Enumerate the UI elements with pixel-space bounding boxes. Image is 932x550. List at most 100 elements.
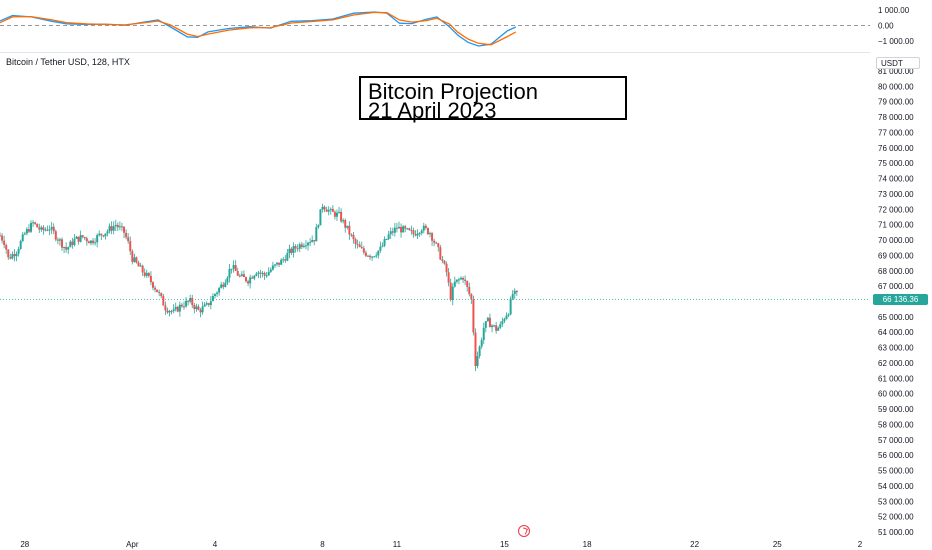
candle-body xyxy=(282,259,285,261)
candle-body xyxy=(317,225,320,228)
candle-body xyxy=(360,247,363,249)
candle-body xyxy=(462,277,465,280)
candle-body xyxy=(433,240,436,243)
candle-body xyxy=(354,239,357,245)
candle-body xyxy=(224,282,227,287)
candle-body xyxy=(420,230,423,234)
price-y-tick-label: 52 000.00 xyxy=(878,513,914,522)
annotation-box[interactable]: Bitcoin Projection 21 April 2023 xyxy=(359,76,627,122)
candle-body xyxy=(383,239,386,246)
candle-body xyxy=(311,240,314,243)
symbol-title[interactable]: Bitcoin / Tether USD, 128, HTX xyxy=(6,57,130,67)
price-y-tick-label: 81 000.00 xyxy=(878,67,914,76)
candle-body xyxy=(137,262,140,267)
candle-body xyxy=(234,265,237,271)
candle-body xyxy=(61,239,64,248)
candle-body xyxy=(350,234,353,236)
candle-body xyxy=(187,300,190,302)
candle-body xyxy=(36,223,39,228)
candle-body xyxy=(366,255,369,257)
candle-body xyxy=(431,233,434,241)
candle-body xyxy=(112,226,115,231)
replay-icon[interactable] xyxy=(518,525,530,537)
candle-body xyxy=(228,269,231,278)
candle-body xyxy=(110,226,113,231)
candle-body xyxy=(205,303,208,305)
time-axis[interactable]: 28 Apr 4 8 11 15 18 22 25 2 xyxy=(20,540,862,549)
oscillator-price-axis[interactable]: 1 000.00 0.00 −1 000.00 xyxy=(878,6,914,46)
price-y-tick-label: 54 000.00 xyxy=(878,482,914,491)
candle-body xyxy=(300,244,303,248)
candle-body xyxy=(472,299,475,333)
price-y-tick-label: 65 000.00 xyxy=(878,313,914,322)
candle-body xyxy=(325,209,328,212)
candle-body xyxy=(294,246,297,249)
candle-body xyxy=(313,240,316,242)
candle-body xyxy=(284,259,287,261)
candle-body xyxy=(511,294,514,299)
candle-body xyxy=(429,233,431,235)
candle-body xyxy=(38,227,41,230)
candle-body xyxy=(67,247,70,250)
candle-body xyxy=(302,245,305,248)
price-y-tick-label: 60 000.00 xyxy=(878,390,914,399)
candle-body xyxy=(15,253,18,257)
price-y-tick-label: 69 000.00 xyxy=(878,251,914,260)
candle-body xyxy=(100,233,103,236)
price-y-tick-label: 77 000.00 xyxy=(878,128,914,137)
candle-body xyxy=(197,306,200,310)
candle-body xyxy=(424,225,427,229)
candle-body xyxy=(65,247,68,250)
time-x-tick-label: 25 xyxy=(773,540,782,549)
candle-body xyxy=(48,229,51,231)
candle-body xyxy=(501,321,504,325)
candle-body xyxy=(346,225,349,228)
candle-body xyxy=(373,256,376,258)
candle-body xyxy=(480,340,483,347)
candle-body xyxy=(168,311,171,313)
candle-body xyxy=(400,226,403,233)
candle-body xyxy=(162,296,165,306)
oscillator-y-tick-label: −1 000.00 xyxy=(878,37,914,46)
candle-body xyxy=(263,272,266,276)
candle-body xyxy=(114,224,117,227)
candle-body xyxy=(344,220,347,228)
oscillator-line-2 xyxy=(0,11,517,46)
candle-body xyxy=(44,229,47,231)
candle-body xyxy=(58,239,61,241)
candle-body xyxy=(25,229,28,234)
candle-body xyxy=(104,233,107,237)
candle-body xyxy=(499,324,502,328)
pane-divider[interactable] xyxy=(0,52,870,53)
candle-body xyxy=(495,325,498,331)
candle-body xyxy=(71,241,74,245)
candle-body xyxy=(412,230,415,235)
price-y-tick-label: 53 000.00 xyxy=(878,497,914,506)
candle-body xyxy=(216,292,219,295)
candle-body xyxy=(149,275,152,283)
time-x-tick-label: 22 xyxy=(690,540,699,549)
candle-body xyxy=(156,289,159,293)
candle-body xyxy=(52,226,55,232)
candle-body xyxy=(404,226,407,229)
last-price-tag: 66 136.36 xyxy=(873,294,928,305)
candle-body xyxy=(278,262,281,265)
candle-body xyxy=(290,248,293,253)
candle-body xyxy=(185,300,188,307)
candle-body xyxy=(218,287,221,293)
candle-body xyxy=(509,298,512,315)
candle-body xyxy=(236,270,239,276)
candle-body xyxy=(102,235,105,237)
candle-body xyxy=(276,262,279,265)
candle-body xyxy=(416,233,419,236)
candle-body xyxy=(17,248,20,254)
candle-body xyxy=(143,272,146,276)
candle-body xyxy=(375,255,378,257)
candle-body xyxy=(335,212,338,217)
price-y-tick-label: 76 000.00 xyxy=(878,144,914,153)
currency-badge[interactable]: USDT xyxy=(876,57,920,69)
candle-body xyxy=(30,222,33,232)
candle-body xyxy=(87,241,90,244)
candle-body xyxy=(220,284,223,288)
candle-body xyxy=(418,233,421,235)
